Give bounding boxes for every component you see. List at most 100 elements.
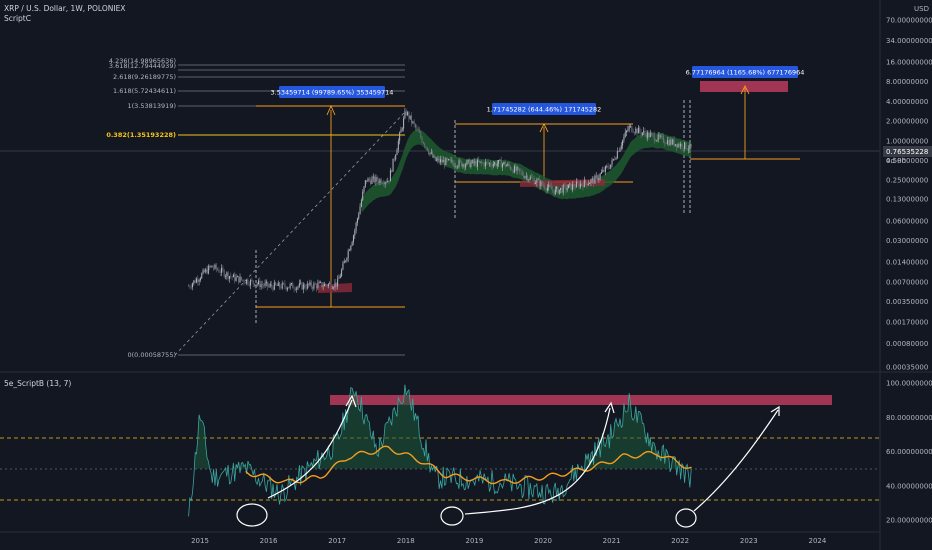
candle-body <box>465 164 467 168</box>
candle-body <box>661 135 663 137</box>
time-tick-label: 2019 <box>465 537 483 545</box>
candle-body <box>502 163 504 168</box>
osc-tick-label: 40.00000000 <box>886 482 932 490</box>
candle-body <box>484 161 486 167</box>
candle-body <box>277 282 279 286</box>
candle-body <box>615 158 617 160</box>
candle-body <box>202 269 204 274</box>
candle-body <box>463 164 465 168</box>
candle-body <box>589 183 591 184</box>
oscillator-axis[interactable]: 100.00000000 80.00000000 60.00000000 40.000… <box>886 380 932 525</box>
candle-body <box>643 130 645 133</box>
candle-body <box>273 282 275 290</box>
candle-body <box>441 159 443 163</box>
candle-body <box>682 148 684 149</box>
candle-body <box>309 282 311 286</box>
candle-body <box>349 250 351 251</box>
candle-body <box>399 132 401 141</box>
candle-body <box>607 166 609 168</box>
candle-body <box>636 128 638 134</box>
price-tick-label: 0.01400000 <box>886 259 928 267</box>
candle-body <box>248 284 250 286</box>
candle-body <box>450 160 452 161</box>
candle-body <box>289 284 291 288</box>
price-axis[interactable]: 70.00000000 34.00000000 16.00000000 8.00000… <box>886 17 932 372</box>
candle-body <box>690 143 692 147</box>
candle-body <box>506 165 507 167</box>
candle-body <box>285 286 287 290</box>
candle-body <box>434 156 436 161</box>
indicator-title[interactable]: ScriptC <box>4 14 31 23</box>
candle-body <box>341 269 343 277</box>
candle-body <box>334 282 336 288</box>
candle-body <box>416 127 418 129</box>
osc-tick-label: 80.00000000 <box>886 414 932 422</box>
candle-body <box>331 288 333 289</box>
measure1-label-box <box>279 86 385 98</box>
candle-body <box>414 124 416 128</box>
candle-body <box>523 175 525 178</box>
candle-body <box>610 164 612 169</box>
candle-body <box>409 115 411 119</box>
candle-body <box>574 187 576 188</box>
candle-body <box>279 282 281 288</box>
candle-body <box>301 282 303 290</box>
candle-body <box>490 163 492 166</box>
candle-body <box>400 129 402 133</box>
candle-body <box>548 184 550 188</box>
candle-body <box>492 164 494 167</box>
candle-body <box>392 158 394 172</box>
candle-body <box>316 284 318 289</box>
candle-body <box>444 160 445 165</box>
candle-body <box>689 143 691 150</box>
candle-body <box>250 280 252 286</box>
candle-body <box>359 206 361 215</box>
time-tick-label: 2020 <box>534 537 552 545</box>
fib-retracement[interactable]: 4.236(14.98965636) 3.618(12.79444939) 2.… <box>106 57 406 359</box>
candle-body <box>449 159 451 161</box>
candle-body <box>190 287 192 288</box>
candle-body <box>611 160 613 165</box>
candle-body <box>261 284 263 285</box>
candle-body <box>294 289 296 290</box>
candle-body <box>445 158 447 165</box>
oscillator-title[interactable]: 5e_ScriptB (13, 7) <box>4 379 71 388</box>
candle-body <box>532 177 534 179</box>
osc-area <box>188 384 692 469</box>
candle-body <box>323 283 325 287</box>
price-tick-label: 0.50000000 <box>886 157 928 165</box>
candle-body <box>247 280 249 285</box>
candle-body <box>466 160 468 165</box>
candle-body <box>271 284 273 287</box>
candle-body <box>397 140 399 150</box>
price-range-measure-1[interactable]: 3.53459714 (99789.65%) 353459714 <box>256 86 405 308</box>
candle-body <box>566 188 568 190</box>
candle-body <box>327 284 329 287</box>
price-tick-label: 34.00000000 <box>886 37 932 45</box>
candle-body <box>578 182 580 188</box>
candle-body <box>269 284 271 286</box>
candle-body <box>451 160 453 164</box>
candle-body <box>461 161 463 167</box>
osc-tick-label: 100.00000000 <box>886 380 932 388</box>
candle-body <box>298 283 300 287</box>
price-range-measure-3[interactable]: 6.77176964 (1165.68%) 677176964 <box>686 66 805 160</box>
candle-body <box>300 282 302 284</box>
candle-body <box>549 184 551 187</box>
candle-body <box>565 185 567 190</box>
candle-body <box>511 169 513 171</box>
candle-body <box>560 187 562 190</box>
candle-body <box>635 128 637 133</box>
candle-body <box>586 182 588 186</box>
candle-body <box>362 192 364 201</box>
time-axis[interactable]: 2015 2016 2017 2018 2019 2020 2021 2022 2023 2024 <box>191 537 827 545</box>
candle-body <box>335 282 337 287</box>
symbol-title[interactable]: XRP / U.S. Dollar, 1W, POLONIEX <box>4 4 125 13</box>
candle-body <box>623 136 625 141</box>
candle-body <box>575 181 577 188</box>
arrow-head-2022 <box>770 405 780 416</box>
candle-body <box>627 129 629 131</box>
candle-body <box>214 264 216 269</box>
candle-body <box>424 143 426 147</box>
candle-body <box>488 163 490 164</box>
